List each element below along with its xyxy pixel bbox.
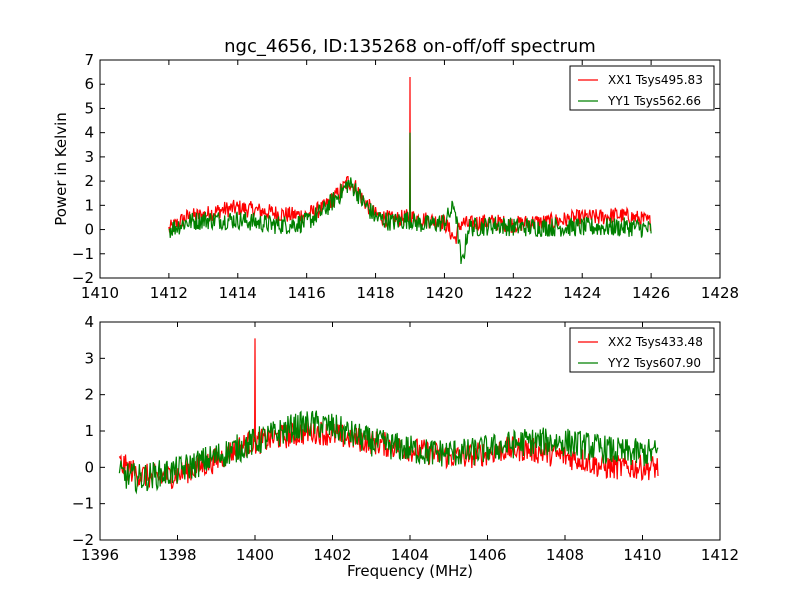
legend-label: XX1 Tsys495.83 bbox=[608, 73, 703, 87]
x-tick-label: 1396 bbox=[81, 546, 119, 564]
x-tick-label: 1418 bbox=[356, 284, 394, 302]
x-tick-label: 1398 bbox=[158, 546, 196, 564]
plot-frame bbox=[99, 59, 721, 279]
subplot-1: 1410 1412 1414 1416 1418 1420 1422 1424 1426 1428… bbox=[72, 51, 739, 302]
y-tick-label: 0 bbox=[84, 221, 94, 239]
y-tick-label: −1 bbox=[72, 495, 94, 513]
subplot-2: 1396 1398 1400 1402 1404 1406 1408 1410 1412−2−1… bbox=[72, 313, 739, 564]
y-tick-label: 2 bbox=[84, 172, 94, 190]
y-tick-label: 7 bbox=[84, 51, 94, 69]
x-tick-label: 1406 bbox=[468, 546, 506, 564]
x-tick-label: 1412 bbox=[150, 284, 188, 302]
legend: XX2 Tsys433.48 YY2 Tsys607.90 bbox=[569, 327, 715, 373]
y-tick-label: 1 bbox=[84, 422, 94, 440]
x-tick-label: 1416 bbox=[288, 284, 326, 302]
y-tick-label: 2 bbox=[84, 386, 94, 404]
y-tick-label: 0 bbox=[84, 458, 94, 476]
x-tick-label: 1414 bbox=[219, 284, 257, 302]
legend-box bbox=[569, 327, 715, 373]
legend-label: XX2 Tsys433.48 bbox=[608, 335, 703, 349]
y-tick-label: 4 bbox=[84, 124, 94, 142]
x-tick-label: 1408 bbox=[546, 546, 584, 564]
x-tick-label: 1428 bbox=[701, 284, 739, 302]
x-tick-label: 1412 bbox=[701, 546, 739, 564]
x-tick-label: 1422 bbox=[494, 284, 532, 302]
legend: XX1 Tsys495.83 YY1 Tsys562.66 bbox=[569, 65, 715, 111]
x-tick-label: 1404 bbox=[391, 546, 429, 564]
y-axis-label: Power in Kelvin bbox=[52, 112, 70, 226]
x-tick-label: 1400 bbox=[236, 546, 274, 564]
y-tick-label: 3 bbox=[84, 349, 94, 367]
y-tick-label: 6 bbox=[84, 75, 94, 93]
y-tick-label: 1 bbox=[84, 196, 94, 214]
y-tick-label: −2 bbox=[72, 269, 94, 287]
x-tick-label: 1420 bbox=[425, 284, 463, 302]
legend-label: YY1 Tsys562.66 bbox=[607, 94, 701, 108]
x-tick-label: 1402 bbox=[313, 546, 351, 564]
chart-title: ngc_4656, ID:135268 on-off/off spectrum bbox=[224, 36, 596, 57]
series-line-2 bbox=[118, 410, 659, 495]
x-axis-label: Frequency (MHz) bbox=[347, 562, 473, 580]
y-tick-label: 5 bbox=[84, 99, 94, 117]
x-tick-label: 1426 bbox=[632, 284, 670, 302]
x-tick-label: 1410 bbox=[623, 546, 661, 564]
y-tick-label: −2 bbox=[72, 531, 94, 549]
series-line-2 bbox=[168, 132, 652, 265]
y-tick-label: −1 bbox=[72, 245, 94, 263]
y-tick-label: 3 bbox=[84, 148, 94, 166]
x-tick-label: 1424 bbox=[563, 284, 601, 302]
legend-label: YY2 Tsys607.90 bbox=[607, 356, 701, 370]
x-tick-label: 1410 bbox=[81, 284, 119, 302]
legend-box bbox=[569, 65, 715, 111]
y-tick-label: 4 bbox=[84, 313, 94, 331]
